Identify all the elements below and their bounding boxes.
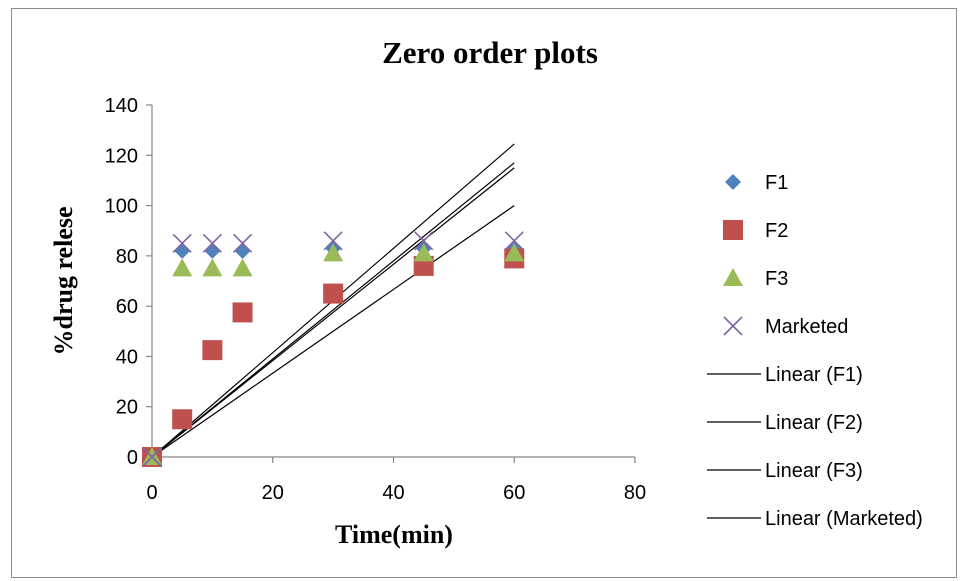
legend-marker [725, 174, 741, 190]
x-stroke [202, 233, 222, 253]
legend-label: Linear (F2) [765, 412, 863, 434]
legend-label: Linear (F1) [765, 364, 863, 386]
legend-label: F2 [765, 220, 788, 242]
data-point-marketed [504, 231, 524, 251]
legend: F1 F2 F3 Marketed Linear (F1) Linear (F2) Line… [707, 172, 923, 530]
y-tick-label: 40 [116, 346, 138, 368]
data-point-f3 [232, 258, 253, 277]
x-axis-label: Time(min) [335, 520, 453, 549]
data-point-f3 [504, 243, 525, 262]
data-point-marketed [172, 233, 192, 253]
legend-label: Linear (Marketed) [765, 508, 923, 530]
legend-label: Marketed [765, 316, 848, 338]
data-point-marketed [202, 233, 222, 253]
y-tick-label: 140 [105, 95, 138, 117]
chart-frame [11, 8, 957, 578]
trendline [151, 205, 515, 458]
legend-label: Linear (F3) [765, 460, 863, 482]
x-stroke [414, 231, 434, 251]
legend-marker [723, 268, 743, 286]
data-point-f3 [202, 258, 223, 277]
data-points [142, 231, 525, 467]
data-point-f2 [232, 302, 253, 323]
x-tick-label: 20 [262, 482, 284, 504]
x-stroke [172, 233, 192, 253]
trendline [151, 162, 515, 458]
legend-label: F3 [765, 268, 788, 290]
data-point-marketed [142, 447, 162, 467]
x-tick-label: 60 [503, 482, 525, 504]
data-point-marketed [323, 231, 343, 251]
data-point-marketed [232, 233, 253, 253]
legend-label: F1 [765, 172, 788, 194]
data-point-f1 [174, 242, 191, 259]
y-tick-label: 120 [105, 145, 138, 167]
y-tick-label: 20 [116, 397, 138, 419]
x-stroke [232, 233, 253, 253]
axes: 0 20 40 60 80 100 120 140 0 20 40 60 80 [105, 95, 647, 504]
x-stroke [723, 316, 743, 336]
data-point-f2 [172, 409, 193, 430]
data-point-f3 [413, 243, 434, 262]
x-stroke [142, 447, 162, 467]
chart-title: Zero order plots [382, 35, 598, 70]
data-point-f2 [323, 283, 344, 304]
x-tick-label: 40 [382, 482, 404, 504]
y-tick-label: 60 [116, 296, 138, 318]
legend-marker [723, 220, 743, 240]
x-tick-label: 80 [624, 482, 646, 504]
y-tick-label: 80 [116, 246, 138, 268]
data-point-marketed [414, 231, 434, 251]
x-tick-label: 0 [146, 482, 157, 504]
data-point-f2 [202, 340, 223, 361]
x-stroke [323, 231, 343, 251]
y-tick-label: 100 [105, 196, 138, 218]
data-point-f3 [172, 258, 193, 277]
legend-marker [723, 316, 743, 336]
data-point-f3 [323, 243, 344, 262]
y-axis-label: %drug relese [49, 207, 78, 356]
data-point-f1 [204, 242, 221, 259]
x-stroke [504, 231, 524, 251]
trendline [151, 167, 515, 458]
y-tick-label: 0 [127, 447, 138, 469]
data-point-f1 [234, 242, 251, 259]
